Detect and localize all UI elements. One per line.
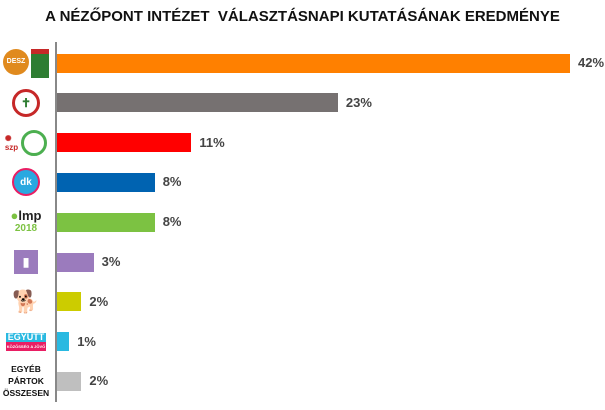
category-label: EGYÉB PÁRTOK — [8, 364, 44, 387]
data-label: 42% — [578, 55, 605, 70]
bar-2 — [57, 133, 192, 153]
party-logo-6: 🐕 — [12, 288, 40, 314]
data-label: 8% — [162, 174, 182, 190]
party-logo-3: dk — [0, 165, 52, 199]
chart-title: A NÉZŐPONT INTÉZET VÁLASZTÁSNAPI KUTATÁS… — [45, 8, 560, 25]
bar-0 — [57, 53, 570, 73]
bar-3 — [57, 172, 155, 192]
party-logo-5: ▮ — [0, 245, 52, 279]
party-logo-2: ✺ szp — [0, 126, 52, 160]
bar-7 — [57, 332, 70, 352]
party-logo-4: ●lmp 2018 — [10, 208, 42, 235]
bar-6 — [57, 292, 82, 312]
data-label: 2% — [89, 373, 109, 389]
data-label: 8% — [162, 214, 182, 230]
y-axis-line — [55, 42, 57, 402]
data-label: 11% — [199, 134, 225, 150]
data-label: 23% — [345, 94, 372, 110]
party-logo-0: DESZ — [0, 46, 52, 80]
data-label: 2% — [89, 293, 109, 309]
bar-8 — [57, 371, 82, 391]
bar-4 — [57, 212, 155, 232]
category-label: ÖSSZESEN — [2, 388, 50, 399]
party-logo-7: EGYÜTT KÖZÖSSÉG A JÖVŐ — [5, 331, 47, 351]
data-label: 1% — [77, 333, 96, 349]
bar-5 — [57, 252, 94, 272]
bar-1 — [57, 93, 338, 113]
data-label: 3% — [101, 254, 121, 269]
party-logo-1: ✝ — [0, 86, 52, 120]
party-logo-8: EGYÉB PÁRTOK ÖSSZESEN — [0, 364, 52, 398]
